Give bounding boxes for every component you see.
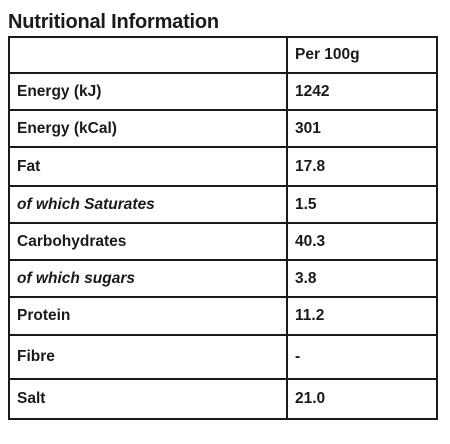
row-value-carbohydrates: 40.3 (286, 222, 438, 261)
table-row: Fibre - (8, 334, 438, 380)
table-header-row: Per 100g (8, 36, 438, 74)
table-row: of which Saturates 1.5 (8, 185, 438, 224)
row-label-energy-kj: Energy (kJ) (8, 72, 288, 111)
row-label-saturates: of which Saturates (8, 185, 288, 224)
table-row: Salt 21.0 (8, 378, 438, 420)
row-label-fat: Fat (8, 146, 288, 187)
table-row: Carbohydrates 40.3 (8, 222, 438, 261)
row-label-energy-kcal: Energy (kCal) (8, 109, 288, 148)
row-label-protein: Protein (8, 296, 288, 336)
row-value-energy-kj: 1242 (286, 72, 438, 111)
table-row: Energy (kJ) 1242 (8, 72, 438, 111)
row-value-fat: 17.8 (286, 146, 438, 187)
row-label-fibre: Fibre (8, 334, 288, 380)
table-row: Energy (kCal) 301 (8, 109, 438, 148)
nutrition-table: Per 100g Energy (kJ) 1242 Energy (kCal) … (8, 36, 438, 420)
row-value-salt: 21.0 (286, 378, 438, 420)
row-value-sugars: 3.8 (286, 259, 438, 298)
row-value-energy-kcal: 301 (286, 109, 438, 148)
row-value-fibre: - (286, 334, 438, 380)
row-value-saturates: 1.5 (286, 185, 438, 224)
row-label-salt: Salt (8, 378, 288, 420)
header-cell-label (8, 36, 288, 74)
table-row: Protein 11.2 (8, 296, 438, 336)
table-row: of which sugars 3.8 (8, 259, 438, 298)
row-label-sugars: of which sugars (8, 259, 288, 298)
row-value-protein: 11.2 (286, 296, 438, 336)
table-row: Fat 17.8 (8, 146, 438, 187)
row-label-carbohydrates: Carbohydrates (8, 222, 288, 261)
header-cell-per-100g: Per 100g (286, 36, 438, 74)
page-title: Nutritional Information (8, 11, 219, 33)
